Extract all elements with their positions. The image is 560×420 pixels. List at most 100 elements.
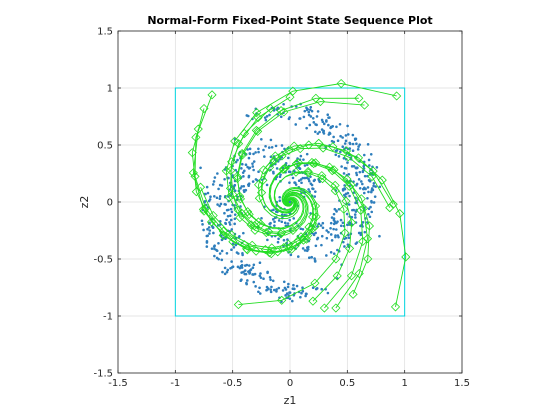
data-point <box>363 174 367 178</box>
x-tick-label: 1.5 <box>454 378 470 389</box>
data-point <box>291 287 295 291</box>
data-point <box>228 223 232 226</box>
trajectory-line <box>230 108 308 235</box>
data-point <box>331 124 335 128</box>
trajectory-line <box>274 171 353 302</box>
data-point <box>258 274 262 278</box>
x-tick-label: -0.5 <box>223 378 243 389</box>
data-point <box>218 197 222 201</box>
trajectory-marker <box>314 138 324 148</box>
data-point <box>348 194 351 198</box>
data-point <box>329 233 333 236</box>
trajectory-marker <box>230 136 240 146</box>
trajectory-group <box>187 78 411 313</box>
data-point <box>304 294 307 298</box>
trajectory-marker <box>188 168 198 178</box>
data-point <box>325 236 329 240</box>
data-point <box>315 237 319 241</box>
data-point <box>251 266 255 270</box>
data-point <box>219 202 223 206</box>
data-point <box>242 184 246 188</box>
data-point <box>370 199 373 203</box>
data-point <box>205 245 209 248</box>
data-point <box>359 180 363 183</box>
data-point <box>252 168 255 172</box>
trajectory-marker <box>264 248 274 258</box>
data-point <box>266 238 269 242</box>
data-point <box>341 145 345 148</box>
data-point <box>243 169 246 173</box>
data-point <box>307 177 310 181</box>
trajectory-marker <box>330 180 340 190</box>
data-point <box>277 237 280 241</box>
data-point <box>294 123 298 126</box>
data-point <box>361 187 365 191</box>
trajectory-marker <box>294 158 304 168</box>
trajectory-marker <box>261 228 271 238</box>
data-point <box>313 259 317 262</box>
trajectory-marker <box>308 296 318 306</box>
data-point <box>249 268 252 272</box>
data-point <box>229 218 233 222</box>
data-point <box>238 235 241 238</box>
trajectory-marker <box>199 206 209 216</box>
data-point <box>257 150 260 154</box>
data-point <box>228 214 232 217</box>
data-point <box>234 243 238 247</box>
data-point <box>265 183 269 187</box>
data-point <box>252 152 255 156</box>
trajectory-marker <box>298 235 308 245</box>
data-point <box>246 279 249 282</box>
data-point <box>217 187 220 191</box>
data-point <box>272 208 275 212</box>
data-point <box>346 133 350 136</box>
data-point <box>325 254 328 257</box>
data-point <box>288 181 291 184</box>
data-point <box>356 166 359 169</box>
data-point <box>316 110 320 113</box>
trajectory-marker <box>206 217 217 227</box>
data-point <box>208 198 212 201</box>
y-axis-ticks: -1.5 -1 -0.5 0 0.5 1 1.5 <box>93 27 462 380</box>
data-point <box>372 184 375 188</box>
data-point <box>351 208 354 212</box>
data-point <box>339 218 343 222</box>
data-point <box>305 106 308 110</box>
data-point <box>287 282 290 286</box>
trajectory-marker <box>264 227 274 237</box>
data-point <box>346 124 349 128</box>
data-point <box>301 247 305 250</box>
trajectory-marker <box>225 183 236 193</box>
data-point <box>269 138 273 142</box>
data-point <box>233 222 236 226</box>
trajectory-marker <box>315 96 326 107</box>
data-point <box>213 247 216 251</box>
data-point <box>265 114 269 118</box>
trajectory-marker <box>288 225 298 235</box>
trajectory-marker <box>227 157 237 167</box>
data-point <box>308 108 312 112</box>
data-point <box>329 250 333 254</box>
data-point <box>226 268 230 272</box>
trajectory <box>199 188 321 258</box>
trajectory-marker <box>227 230 237 240</box>
data-point <box>369 152 373 156</box>
data-point <box>273 224 276 227</box>
trajectory-marker <box>207 90 217 100</box>
trajectory-marker <box>233 300 243 310</box>
trajectory-line <box>268 163 364 309</box>
data-point <box>207 226 211 229</box>
data-point <box>239 264 243 268</box>
data-point <box>300 181 303 185</box>
data-point <box>357 178 361 181</box>
data-point <box>367 213 370 216</box>
state-bounds-rect <box>174 87 406 317</box>
data-point <box>247 264 251 267</box>
trajectory-marker <box>218 230 229 240</box>
data-point <box>260 138 263 141</box>
data-point <box>337 208 341 211</box>
data-point <box>281 289 285 292</box>
data-point <box>347 172 351 176</box>
data-point <box>247 184 250 188</box>
trajectory-marker <box>367 171 377 182</box>
